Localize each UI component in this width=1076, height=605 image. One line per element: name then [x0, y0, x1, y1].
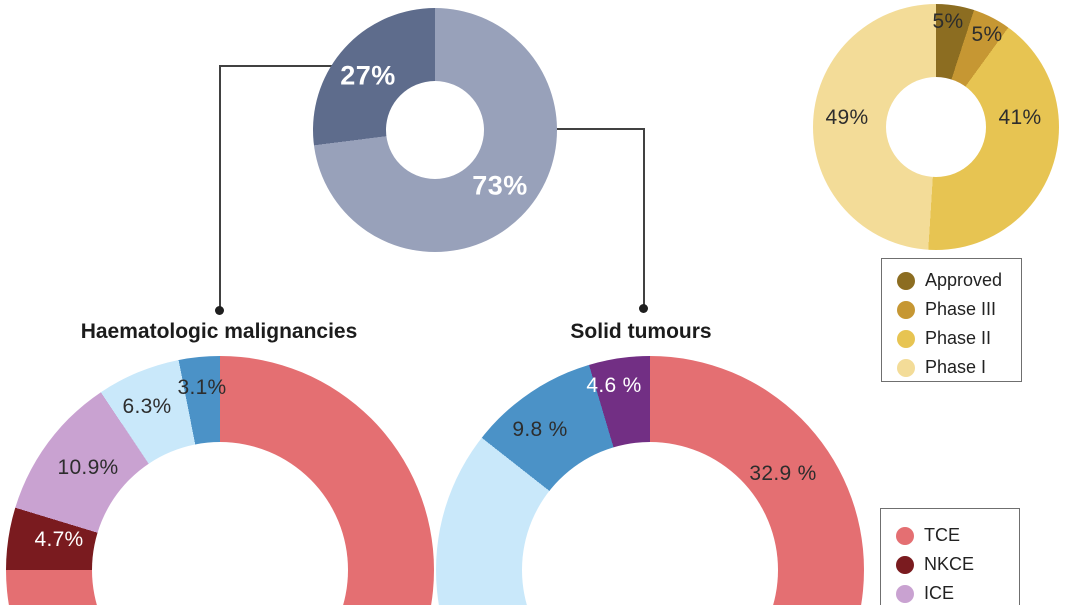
clinical-phase-donut-hole	[886, 77, 986, 177]
clinical-phase-donut-label-phase-ii: 41%	[998, 106, 1042, 129]
connector-haematologic-vertical	[219, 65, 221, 308]
connector-solid-dot	[639, 304, 648, 313]
tce-swatch	[896, 526, 914, 545]
phase-i-label: Phase I	[925, 357, 987, 377]
connector-solid-horizontal	[550, 128, 644, 130]
legend-item-phase-iii: Phase III	[897, 295, 1021, 324]
haematologic-donut-label-ice: 10.9%	[57, 456, 119, 479]
clinical-phase-donut	[813, 4, 1059, 250]
engager-overview-donut-label-haematologic-share: 27%	[340, 60, 396, 91]
solid-tumours-donut-hole	[522, 442, 778, 605]
legend-item-phase-i: Phase I	[897, 353, 1021, 382]
overview-donut	[313, 8, 557, 252]
haematologic-title: Haematologic malignancies	[80, 320, 358, 343]
engager-overview-donut-label-solid-tumours-share: 73%	[472, 170, 528, 201]
connector-solid-vertical	[643, 128, 645, 306]
approved-label: Approved	[925, 270, 1003, 290]
clinical-phase-donut-label-approved: 5%	[932, 10, 964, 33]
legend-item-nkce: NKCE	[896, 550, 1019, 579]
ice-label: ICE	[924, 583, 955, 603]
connector-haematologic-horizontal	[219, 65, 335, 67]
solid-tumours-donut-label-tce: 32.9 %	[749, 462, 817, 485]
clinical-phase-donut-label-phase-i: 49%	[825, 106, 869, 129]
overview-donut-hole	[386, 81, 484, 179]
solid-tumours-donut-label-purple: 4.6 %	[586, 374, 642, 397]
legend-item-tce: TCE	[896, 521, 1019, 550]
connector-haematologic-dot	[215, 306, 224, 315]
phase-iii-swatch	[897, 300, 915, 319]
nkce-swatch	[896, 555, 914, 574]
phase-i-swatch	[897, 358, 915, 377]
ice-swatch	[896, 584, 914, 603]
haematologic-donut-label-steel-blue: 3.1%	[177, 376, 227, 399]
legend-item-ice: ICE	[896, 579, 1019, 605]
haematologic-donut-label-nkce: 4.7%	[34, 528, 84, 551]
phase-ii-label: Phase II	[925, 328, 992, 348]
haematologic-donut-hole	[92, 442, 348, 605]
tce-label: TCE	[924, 525, 960, 545]
legend-item-approved: Approved	[897, 266, 1021, 295]
engager-legend: TCE NKCE ICE	[880, 508, 1020, 605]
legend-item-phase-ii: Phase II	[897, 324, 1021, 353]
haematologic-donut-label-pale-blue: 6.3%	[122, 395, 172, 418]
clinical-phase-donut-label-phase-iii: 5%	[971, 23, 1003, 46]
approved-swatch	[897, 271, 915, 290]
phase-iii-label: Phase III	[925, 299, 997, 319]
phase-ii-swatch	[897, 329, 915, 348]
solid-tumours-donut-label-steel-blue: 9.8 %	[512, 418, 568, 441]
solid-tumours-title: Solid tumours	[570, 320, 712, 343]
phase-legend: Approved Phase III Phase II Phase I	[881, 258, 1022, 382]
nkce-label: NKCE	[924, 554, 975, 574]
